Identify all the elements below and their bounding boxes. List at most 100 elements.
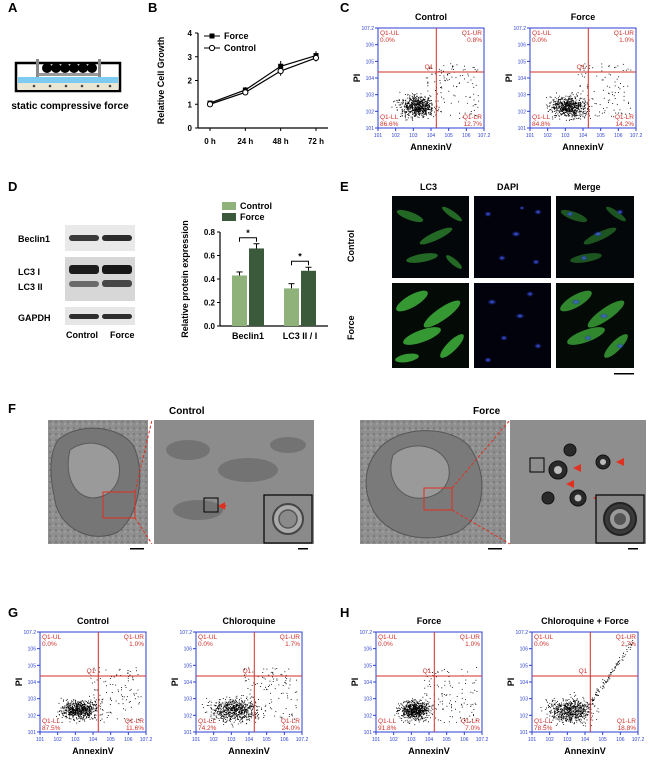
flow-event [580, 713, 581, 715]
flow-event [271, 701, 273, 703]
flow-event [618, 661, 620, 663]
flow-event [418, 108, 420, 109]
quadrant-ll: Q1-LL 86.6% [380, 114, 399, 128]
flow-event [80, 718, 82, 720]
flow-event [419, 103, 421, 105]
flow-event [227, 710, 229, 712]
flow-event [90, 710, 92, 712]
flow-event [607, 100, 609, 102]
flow-event [419, 102, 421, 104]
flow-event [569, 104, 571, 106]
flow-event [421, 101, 423, 103]
flow-event [411, 108, 413, 110]
flow-event [285, 683, 287, 685]
flow-event [565, 700, 567, 702]
flow-event [561, 98, 563, 100]
flow-event [584, 706, 586, 708]
flow-event [220, 714, 222, 715]
flow-event [69, 713, 70, 715]
flow-event [92, 706, 94, 708]
flow-event [256, 709, 258, 711]
flow-event [216, 712, 218, 714]
flow-event [225, 714, 227, 716]
flow-event [89, 715, 91, 717]
flow-event [251, 712, 253, 713]
flow-event [412, 97, 414, 99]
flow-event [558, 104, 560, 106]
flow-event [569, 109, 571, 111]
flow-event [566, 110, 568, 112]
flow-event [250, 716, 252, 718]
flow-event [73, 714, 75, 716]
flow-event [256, 706, 258, 708]
flow-event [418, 706, 420, 707]
flow-event [579, 710, 581, 711]
flow-event [570, 101, 572, 102]
flow-event [245, 703, 247, 705]
flow-event [580, 706, 582, 708]
flow-event [461, 688, 463, 690]
flow-event [452, 65, 453, 67]
flow-event [571, 113, 573, 115]
flow-event [404, 708, 405, 710]
flow-event [71, 700, 73, 702]
flow-event [236, 708, 238, 710]
flow-event [544, 724, 546, 726]
flow-event [221, 712, 223, 714]
flow-event [63, 715, 65, 717]
flow-event [550, 709, 552, 711]
flow-event [414, 704, 416, 706]
flow-event [217, 708, 219, 710]
flow-frame [531, 631, 639, 733]
flow-event [245, 715, 247, 717]
y-tick-label: 106 [518, 43, 527, 49]
flow-event [429, 684, 431, 685]
flow-event [416, 108, 418, 110]
flow-event [578, 713, 579, 715]
flow-event [424, 111, 426, 113]
flow-event [229, 714, 231, 715]
flow-event [127, 677, 129, 679]
flow-event [575, 105, 577, 107]
flow-event [286, 678, 288, 679]
flow-event [591, 699, 593, 701]
flow-event [73, 699, 75, 700]
flow-event [224, 721, 226, 723]
flow-event [421, 114, 422, 116]
flow-event [564, 101, 565, 102]
flow-event [84, 713, 86, 715]
flow-event [565, 713, 567, 714]
flow-event [425, 101, 427, 102]
flow-event [229, 716, 231, 718]
flow-event [409, 108, 410, 110]
flow-event [420, 99, 421, 101]
flow-event [470, 704, 472, 706]
flow-event [224, 706, 226, 708]
flow-event [83, 704, 85, 705]
flow-event [424, 107, 426, 109]
if-col-merge: Merge [574, 182, 601, 192]
flow-event [415, 706, 417, 708]
flow-event [477, 69, 479, 71]
flow-event [238, 711, 240, 712]
flow-event [568, 713, 570, 715]
flow-event [243, 702, 245, 704]
flow-event [574, 96, 576, 98]
flow-event [443, 708, 444, 710]
flow-event [557, 711, 559, 713]
flow-event [69, 710, 71, 711]
flow-event [82, 704, 84, 706]
flow-event [446, 78, 448, 80]
flow-event [413, 712, 415, 714]
flow-event [568, 109, 570, 111]
flow-event [562, 709, 563, 711]
flow-event [563, 99, 565, 101]
flow-event [415, 99, 417, 101]
flow-event [401, 718, 403, 719]
flow-event [554, 711, 556, 713]
flow-event [94, 715, 95, 716]
flow-event [629, 113, 630, 115]
flow-event [414, 707, 416, 709]
flow-event [443, 98, 445, 100]
flow-event [476, 115, 478, 117]
